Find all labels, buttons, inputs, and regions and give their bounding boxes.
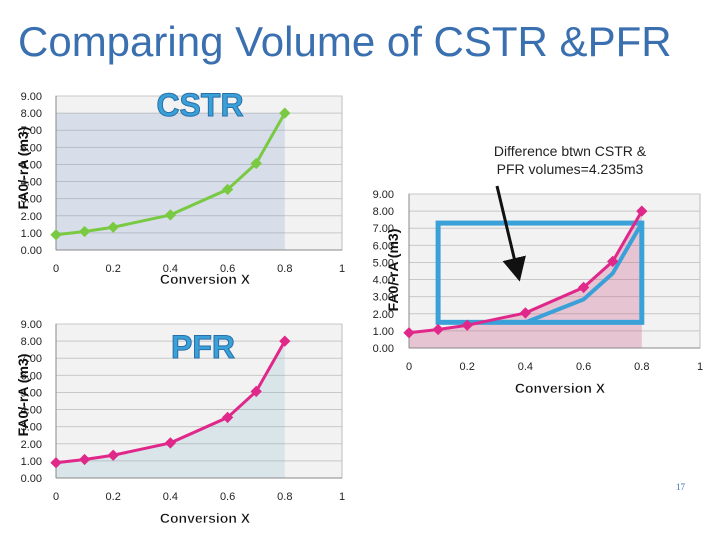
y-tick-label: 4.00	[373, 275, 394, 287]
y-tick-label: 7.00	[21, 125, 42, 137]
diff-volume-area	[409, 211, 642, 348]
y-tick-label: 3.00	[21, 422, 42, 434]
x-tick-label: 1	[339, 491, 345, 503]
y-tick-label: 8.00	[21, 336, 42, 348]
pfr-volume-area	[56, 341, 285, 478]
diff-data-point	[577, 281, 590, 294]
y-tick-label: 0.00	[21, 473, 42, 485]
y-tick-label: 8.00	[21, 108, 42, 120]
x-tick-label: 0.6	[576, 361, 591, 373]
y-tick-label: 5.00	[21, 159, 42, 171]
y-tick-label: 9.00	[21, 91, 42, 103]
y-axis-label: FA0/-rA (m3)	[15, 354, 31, 437]
y-tick-label: 0.00	[21, 245, 42, 257]
y-tick-label: 5.00	[21, 387, 42, 399]
y-tick-label: 1.00	[21, 456, 42, 468]
x-tick-label: 0.6	[220, 491, 235, 503]
x-tick-label: 0	[53, 491, 59, 503]
y-tick-label: 6.00	[21, 142, 42, 154]
cstr-data-point	[50, 229, 62, 241]
diff-data-point	[636, 205, 648, 217]
y-tick-label: 6.00	[373, 240, 394, 252]
diff-data-point	[519, 307, 532, 319]
y-tick-label: 7.00	[21, 353, 42, 365]
diff-data-point	[403, 327, 415, 339]
pfr-chart-title: PFR	[171, 329, 235, 365]
x-tick-label: 1	[697, 361, 703, 373]
y-tick-label: 7.00	[373, 223, 394, 235]
y-tick-label: 8.00	[373, 206, 394, 218]
cstr-data-point	[164, 209, 177, 221]
y-tick-label: 6.00	[21, 370, 42, 382]
y-tick-label: 2.00	[373, 309, 394, 321]
y-tick-label: 1.00	[373, 326, 394, 338]
x-tick-label: 0.4	[163, 263, 178, 275]
y-tick-label: 3.00	[373, 292, 394, 304]
x-tick-label: 0.8	[634, 361, 649, 373]
y-tick-label: 3.00	[21, 194, 42, 206]
pfr-data-point	[279, 335, 291, 347]
pfr-curve-outline	[438, 222, 644, 325]
annotation-line-2: PFR volumes=4.235m3	[496, 161, 644, 177]
pfr-data-point	[164, 437, 177, 449]
annotation-line-1: Difference btwn CSTR &	[493, 143, 647, 159]
x-axis-label: Conversion X	[515, 380, 606, 396]
diff-data-point	[607, 255, 619, 268]
y-tick-label: 4.00	[21, 405, 42, 417]
y-tick-label: 0.00	[373, 343, 394, 355]
pfr-data-point	[50, 457, 62, 469]
y-axis-label: FA0/-rA (m3)	[385, 229, 401, 312]
x-tick-label: 0.8	[277, 491, 292, 503]
x-tick-label: 0.6	[220, 263, 235, 275]
x-tick-label: 0.2	[106, 491, 121, 503]
cstr-chart-title: CSTR	[156, 87, 243, 123]
x-tick-label: 0.4	[518, 361, 533, 373]
x-axis-label: Conversion X	[160, 271, 251, 287]
slide-title: Comparing Volume of CSTR &PFR	[18, 18, 672, 65]
x-tick-label: 0.2	[460, 361, 475, 373]
y-tick-label: 1.00	[21, 228, 42, 240]
cstr-rectangle-outline	[435, 220, 645, 325]
y-tick-label: 9.00	[373, 189, 394, 201]
y-tick-label: 9.00	[21, 319, 42, 331]
pfr-data-point	[250, 385, 262, 398]
x-tick-label: 0.4	[163, 491, 178, 503]
y-tick-label: 4.00	[21, 177, 42, 189]
annotation-arrow	[495, 185, 526, 282]
y-axis-label: FA0/-rA (m3)	[15, 127, 31, 210]
x-tick-label: 1	[339, 263, 345, 275]
x-tick-label: 0	[53, 263, 59, 275]
difference-annotation: Difference btwn CSTR & PFR volumes=4.235…	[440, 142, 700, 178]
pfr-data-point	[221, 411, 234, 424]
y-tick-label: 5.00	[373, 257, 394, 269]
x-tick-label: 0	[406, 361, 412, 373]
x-tick-label: 0.8	[277, 263, 292, 275]
plot-area	[55, 95, 343, 251]
x-axis-label: Conversion X	[160, 510, 251, 526]
y-tick-label: 2.00	[21, 211, 42, 223]
diff-data-point	[432, 323, 444, 336]
diff-data-point	[461, 319, 473, 331]
y-tick-label: 2.00	[21, 439, 42, 451]
cstr-volume-area	[56, 113, 285, 250]
x-tick-label: 0.2	[106, 263, 121, 275]
page-number: 17	[676, 482, 685, 492]
cstr-data-point	[221, 183, 234, 196]
